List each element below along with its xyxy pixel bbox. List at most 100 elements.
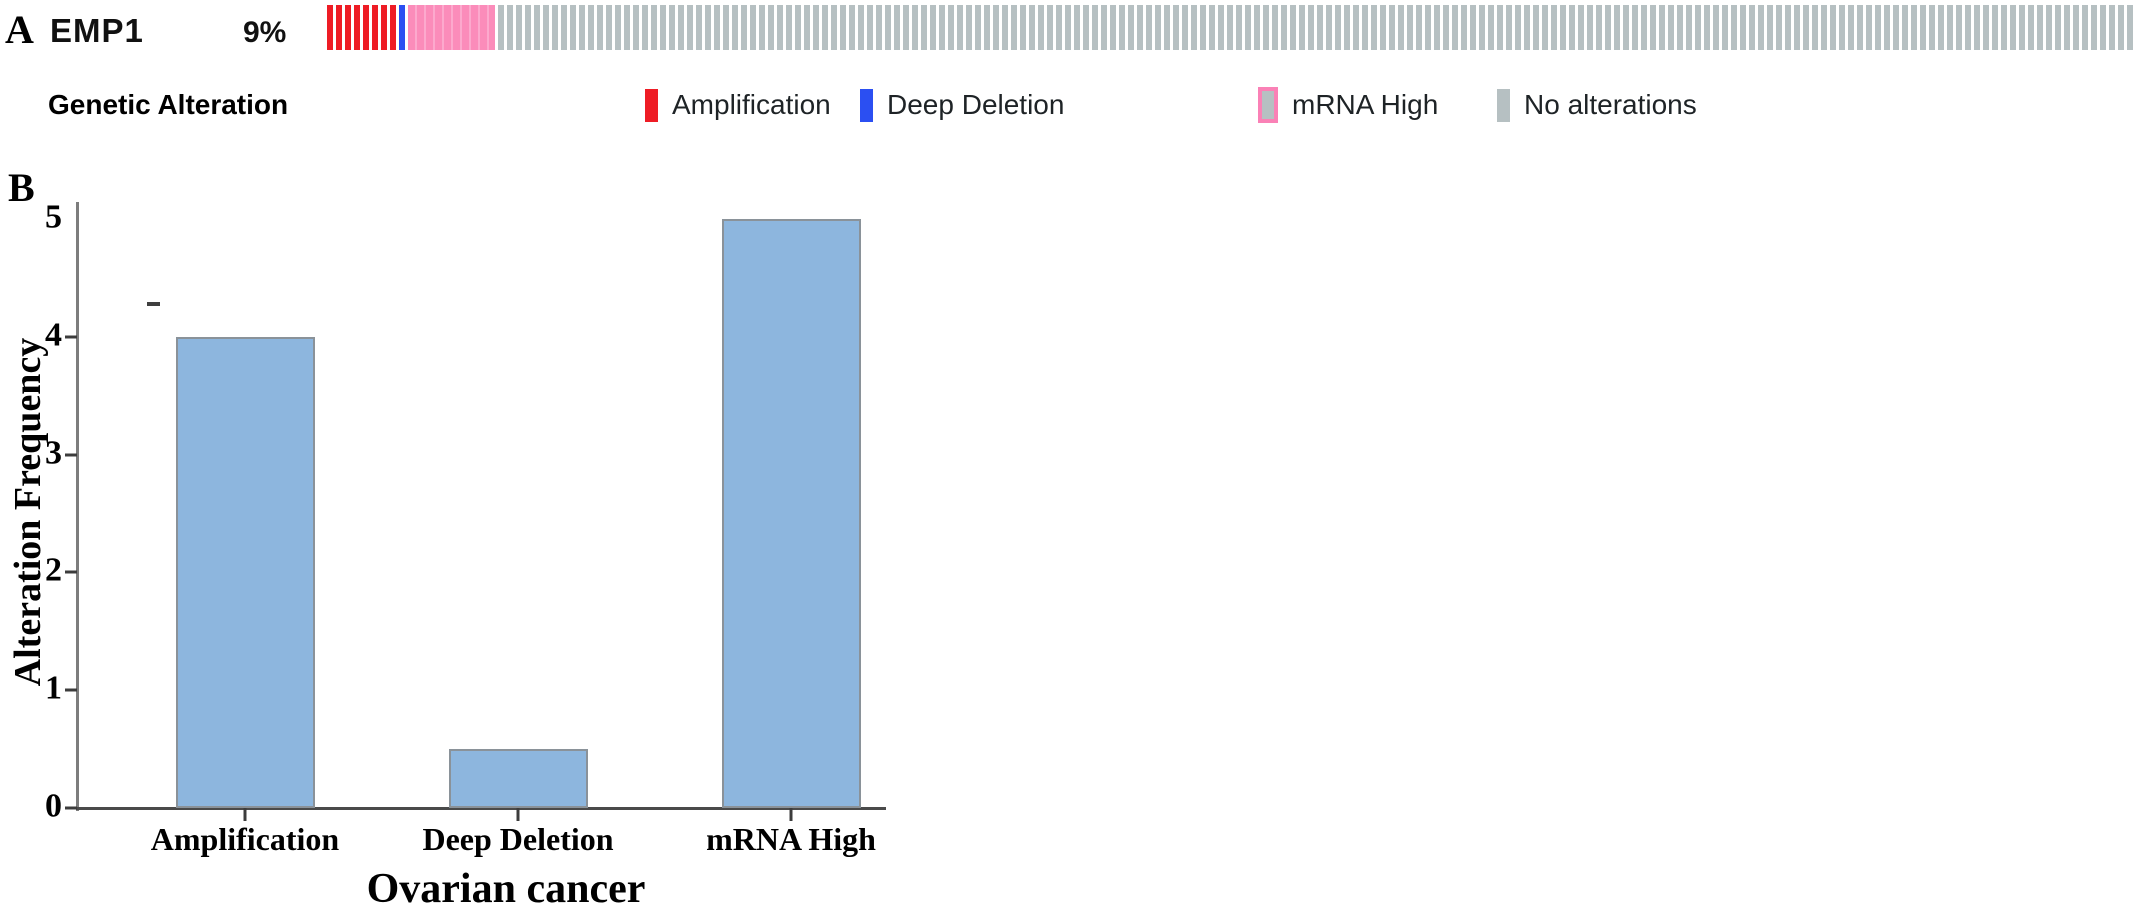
track-cell-no-alterations: [750, 5, 756, 50]
x-axis-line: [76, 807, 886, 810]
track-cell-no-alterations: [1704, 5, 1710, 50]
track-cell-no-alterations: [534, 5, 540, 50]
mrna-high-swatch: [1258, 87, 1278, 123]
track-cell-no-alterations: [1173, 5, 1179, 50]
legend-item-no-alterations: No alterations: [1497, 86, 1697, 124]
track-cell-no-alterations: [1065, 5, 1071, 50]
track-cell-no-alterations: [1443, 5, 1449, 50]
y-tick-label: 1: [45, 669, 62, 707]
track-cell-no-alterations: [1344, 5, 1350, 50]
track-cell-no-alterations: [1875, 5, 1881, 50]
track-cell-no-alterations: [1470, 5, 1476, 50]
y-tick-mark: [65, 806, 77, 810]
track-cell-amplification: [381, 5, 387, 50]
track-cell-no-alterations: [1272, 5, 1278, 50]
track-cell-no-alterations: [1767, 5, 1773, 50]
track-cell-no-alterations: [1164, 5, 1170, 50]
track-cell-amplification: [327, 5, 333, 50]
track-cell-no-alterations: [876, 5, 882, 50]
track-cell-no-alterations: [2064, 5, 2070, 50]
track-cell-no-alterations: [1524, 5, 1530, 50]
track-cell-no-alterations: [813, 5, 819, 50]
track-cell-no-alterations: [1362, 5, 1368, 50]
track-cell-no-alterations: [1659, 5, 1665, 50]
track-cell-no-alterations: [2118, 5, 2124, 50]
track-cell-no-alterations: [795, 5, 801, 50]
track-cell-no-alterations: [1911, 5, 1917, 50]
track-cell-no-alterations: [570, 5, 576, 50]
y-tick-mark: [65, 570, 77, 574]
oncoprint-track: [327, 5, 2136, 50]
track-cell-mrna-high: [462, 5, 471, 50]
track-cell-no-alterations: [732, 5, 738, 50]
track-cell-no-alterations: [1200, 5, 1206, 50]
track-cell-no-alterations: [1776, 5, 1782, 50]
track-cell-no-alterations: [1101, 5, 1107, 50]
track-cell-no-alterations: [1902, 5, 1908, 50]
track-cell-no-alterations: [525, 5, 531, 50]
track-cell-no-alterations: [1650, 5, 1656, 50]
track-cell-no-alterations: [1884, 5, 1890, 50]
track-cell-no-alterations: [1992, 5, 1998, 50]
track-cell-mrna-high: [471, 5, 480, 50]
track-cell-no-alterations: [1497, 5, 1503, 50]
track-cell-no-alterations: [1749, 5, 1755, 50]
track-cell-no-alterations: [1236, 5, 1242, 50]
track-cell-no-alterations: [1083, 5, 1089, 50]
track-cell-no-alterations: [2010, 5, 2016, 50]
y-tick-label: 0: [45, 787, 62, 825]
track-cell-no-alterations: [822, 5, 828, 50]
track-cell-no-alterations: [1002, 5, 1008, 50]
track-cell-no-alterations: [1128, 5, 1134, 50]
track-cell-no-alterations: [2028, 5, 2034, 50]
track-cell-no-alterations: [1866, 5, 1872, 50]
track-cell-no-alterations: [1317, 5, 1323, 50]
y-tick-mark: [65, 335, 77, 339]
amplification-swatch: [645, 88, 658, 122]
track-cell-no-alterations: [1551, 5, 1557, 50]
track-cell-no-alterations: [705, 5, 711, 50]
track-cell-no-alterations: [1191, 5, 1197, 50]
track-cell-no-alterations: [1119, 5, 1125, 50]
track-cell-no-alterations: [1677, 5, 1683, 50]
track-cell-no-alterations: [1632, 5, 1638, 50]
deep-deletion-swatch: [860, 88, 873, 122]
track-cell-no-alterations: [723, 5, 729, 50]
track-cell-no-alterations: [606, 5, 612, 50]
track-cell-no-alterations: [1578, 5, 1584, 50]
track-cell-mrna-high: [417, 5, 426, 50]
track-cell-no-alterations: [1713, 5, 1719, 50]
track-cell-mrna-high: [489, 5, 495, 50]
track-cell-no-alterations: [2109, 5, 2115, 50]
track-cell-no-alterations: [1947, 5, 1953, 50]
track-cell-no-alterations: [1812, 5, 1818, 50]
track-cell-no-alterations: [2019, 5, 2025, 50]
track-cell-no-alterations: [1515, 5, 1521, 50]
track-cell-no-alterations: [1614, 5, 1620, 50]
track-cell-no-alterations: [1056, 5, 1062, 50]
track-cell-no-alterations: [516, 5, 522, 50]
x-category-label-mrna-high: mRNA High: [706, 821, 876, 857]
legend-title: Genetic Alteration: [48, 89, 289, 120]
track-cell-amplification: [372, 5, 378, 50]
legend-label: Deep Deletion: [887, 89, 1065, 120]
x-category-label-amplification: Amplification: [150, 821, 340, 857]
track-cell-no-alterations: [786, 5, 792, 50]
track-cell-no-alterations: [1335, 5, 1341, 50]
track-cell-no-alterations: [633, 5, 639, 50]
track-cell-no-alterations: [1254, 5, 1260, 50]
y-tick-label: 2: [45, 552, 62, 590]
track-cell-no-alterations: [912, 5, 918, 50]
legend-label: No alterations: [1524, 89, 1697, 120]
track-cell-no-alterations: [1263, 5, 1269, 50]
x-tick-mark: [516, 808, 520, 821]
track-cell-no-alterations: [1479, 5, 1485, 50]
track-cell-no-alterations: [2127, 5, 2133, 50]
track-cell-no-alterations: [1308, 5, 1314, 50]
track-cell-no-alterations: [1920, 5, 1926, 50]
stray-dash-mark: [147, 302, 160, 306]
track-cell-no-alterations: [1299, 5, 1305, 50]
track-cell-no-alterations: [1830, 5, 1836, 50]
